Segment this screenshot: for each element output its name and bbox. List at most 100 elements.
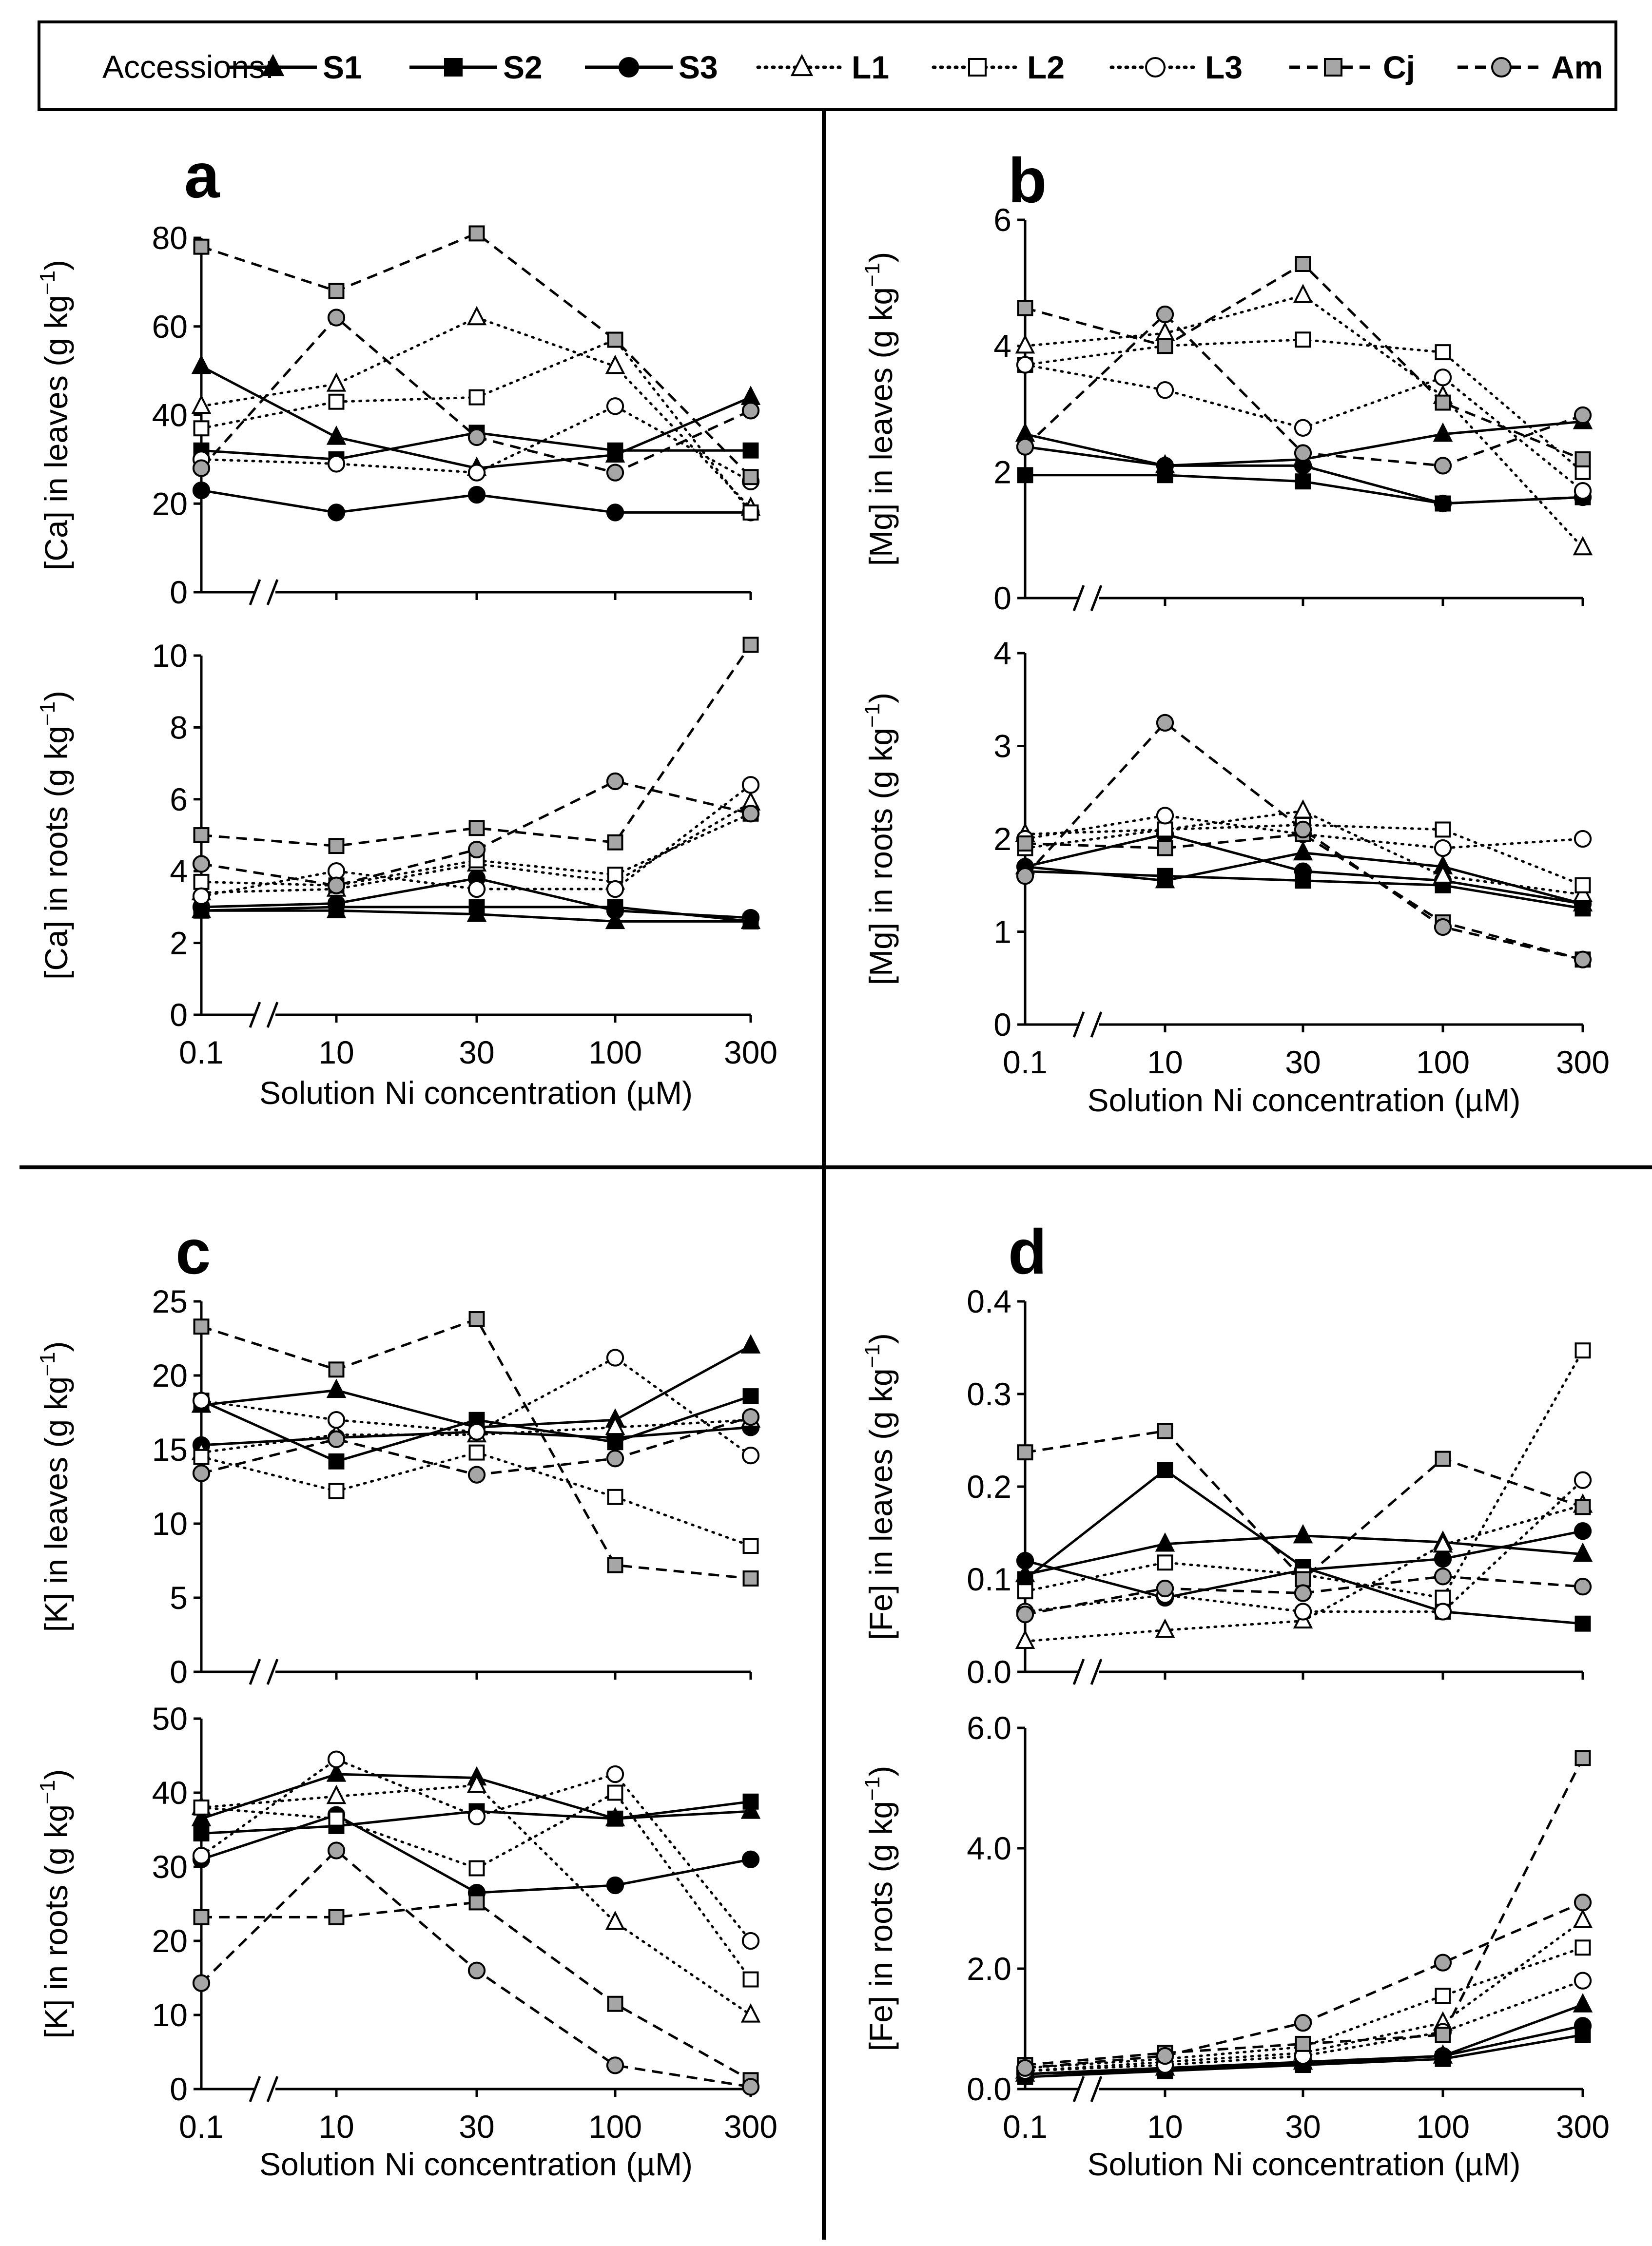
legend-label-am: Am bbox=[1551, 49, 1603, 85]
legend-label-s2: S2 bbox=[503, 49, 543, 85]
plot-c-leaves-point-l3-2 bbox=[467, 1423, 486, 1441]
plot-b-leaves-point-s3-3 bbox=[1434, 494, 1452, 513]
plot-b-roots-series-cj-line bbox=[1025, 833, 1583, 961]
plot-c-roots-point-s1-1 bbox=[326, 1762, 347, 1782]
legend-entry-s2: S2 bbox=[409, 49, 543, 85]
legend-marker-l1 bbox=[790, 54, 814, 77]
plot-b-roots-point-am-1 bbox=[1156, 714, 1174, 732]
plot-c-roots-y-axis-label: [K] in roots (g kg−1) bbox=[36, 1769, 74, 2039]
plot-c-leaves-y-tick-label: 5 bbox=[170, 1580, 188, 1616]
plot-c-leaves-point-s2-1 bbox=[328, 1453, 345, 1470]
plot-d-roots-point-l3-4 bbox=[1574, 1972, 1592, 1990]
plot-d-leaves-point-s2-4 bbox=[1574, 1615, 1591, 1632]
plot-c-leaves-axis-break bbox=[249, 1659, 261, 1685]
plot-c-leaves-point-am-0 bbox=[192, 1464, 211, 1482]
plot-a-leaves-point-s2-4 bbox=[742, 442, 759, 459]
plot-a-roots-x-tick-label: 100 bbox=[588, 1034, 642, 1070]
plot-a-leaves-point-l3-2 bbox=[467, 464, 486, 482]
plot-c-roots-x-tick-label: 0.1 bbox=[179, 2109, 224, 2145]
plot-c-leaves-point-l3-3 bbox=[606, 1349, 624, 1367]
plot-c-roots-series-l3-line bbox=[200, 1758, 752, 1942]
plot-a-roots-point-l3-3 bbox=[606, 880, 624, 898]
plot-a-roots-x-tick-label: 30 bbox=[459, 1034, 494, 1070]
plot-d-leaves-y-axis-label: [Fe] in leaves (g kg−1) bbox=[860, 1333, 899, 1640]
legend-marker-s3 bbox=[619, 57, 639, 77]
plot-c-leaves-y-tick-label: 0 bbox=[170, 1654, 188, 1690]
plot-b-roots-x-tick-label: 300 bbox=[1556, 1044, 1610, 1080]
plot-b-roots-point-cj-1 bbox=[1157, 840, 1173, 856]
plot-d-roots-y-label-end: ) bbox=[863, 1766, 899, 1777]
legend-entry-l3: L3 bbox=[1109, 49, 1243, 85]
plot-a-leaves-point-l1-0 bbox=[191, 394, 212, 414]
plot-a-roots-y-label-sup: −1 bbox=[36, 701, 59, 726]
plot-b-roots-point-am-3 bbox=[1434, 918, 1452, 936]
plot-a-leaves-point-l2-1 bbox=[328, 393, 345, 410]
panel-label-c: c bbox=[175, 1216, 211, 1287]
legend-label-l2: L2 bbox=[1027, 49, 1065, 85]
plot-d-leaves-point-l1-3 bbox=[1433, 1533, 1453, 1553]
plot-a-leaves-point-s1-4 bbox=[740, 386, 761, 405]
plot-a-roots-point-cj-1 bbox=[328, 838, 345, 854]
plot-c-leaves-point-l2-0 bbox=[193, 1449, 210, 1465]
plot-d-roots-point-am-0 bbox=[1016, 2059, 1034, 2077]
plot-a-roots-y-axis-label: [Ca] in roots (g kg−1) bbox=[36, 691, 74, 980]
plot-a-roots-point-am-1 bbox=[327, 876, 346, 894]
plot-a-roots-point-l3-4 bbox=[741, 776, 760, 794]
plot-c-roots-point-cj-3 bbox=[607, 1995, 623, 2012]
plot-a-roots-point-l2-0 bbox=[193, 873, 210, 890]
plot-a-leaves-point-l1-1 bbox=[326, 372, 347, 392]
plot-d-leaves-point-l2-4 bbox=[1574, 1342, 1591, 1359]
plot-b-leaves-y-tick-label: 6 bbox=[993, 202, 1011, 238]
plot-c-leaves-point-l3-4 bbox=[741, 1447, 760, 1465]
plot-c-leaves-point-l3-1 bbox=[327, 1411, 346, 1429]
plot-d-leaves-point-cj-0 bbox=[1017, 1444, 1033, 1461]
plot-a-leaves-series-cj-line bbox=[201, 232, 752, 478]
legend-entry-l2: L2 bbox=[932, 49, 1065, 85]
plot-c-roots-y-label-main: [K] in roots (g kg bbox=[38, 1804, 74, 2039]
plot-c-roots-x-tick-label: 10 bbox=[318, 2109, 354, 2145]
plot-d-leaves-point-l2-1 bbox=[1157, 1554, 1173, 1571]
plot-a-leaves-point-l3-1 bbox=[327, 455, 346, 473]
plot-c-leaves-point-l2-1 bbox=[328, 1483, 345, 1499]
plot-b-leaves-y-axis-label: [Mg] in leaves (g kg−1) bbox=[860, 252, 899, 566]
plot-b-leaves-point-l2-2 bbox=[1295, 331, 1311, 348]
plot-c-roots-point-l1-2 bbox=[466, 1773, 487, 1793]
plot-b-roots-point-am-4 bbox=[1574, 950, 1592, 968]
plot-c-leaves-point-s2-4 bbox=[742, 1388, 759, 1405]
plot-d-roots-point-l1-4 bbox=[1573, 1909, 1593, 1928]
plot-d-roots-series-cj-line bbox=[1025, 1757, 1584, 2067]
plot-a-leaves-y-axis-label: [Ca] in leaves (g kg−1) bbox=[36, 260, 74, 570]
plot-c-leaves-series-l1-line bbox=[200, 1418, 752, 1454]
plot-a-leaves-point-l2-2 bbox=[468, 389, 485, 406]
plot-c-leaves-point-cj-4 bbox=[742, 1570, 759, 1587]
plot-a-roots-y-label-main: [Ca] in roots (g kg bbox=[38, 726, 74, 980]
plot-c-roots-point-l2-3 bbox=[607, 1784, 623, 1801]
plot-d-leaves-point-s1-2 bbox=[1293, 1524, 1313, 1544]
plot-d-roots-point-s3-3 bbox=[1434, 2047, 1452, 2065]
plot-b-roots-point-l2-1 bbox=[1157, 821, 1173, 838]
plot-c-roots-y-tick-label: 10 bbox=[152, 1997, 188, 2033]
plot-d-leaves-y-label-main: [Fe] in leaves (g kg bbox=[863, 1368, 899, 1640]
plot-d-leaves-point-l3-3 bbox=[1434, 1603, 1452, 1621]
legend-entry-am: Am bbox=[1458, 49, 1603, 85]
plot-d-roots-point-cj-2 bbox=[1295, 2035, 1311, 2052]
plot-d-leaves-point-s1-4 bbox=[1573, 1542, 1593, 1562]
plot-b-roots-y-label-main: [Mg] in roots (g kg bbox=[863, 728, 899, 985]
plot-a-roots-x-axis-label: Solution Ni concentration (µM) bbox=[259, 1075, 693, 1111]
plot-c-roots-point-cj-0 bbox=[193, 1909, 210, 1925]
plot-b-roots-y-tick-label: 1 bbox=[993, 914, 1011, 950]
plot-c-leaves-y-tick-label: 15 bbox=[152, 1432, 188, 1468]
plot-d-roots-point-am-3 bbox=[1434, 1954, 1452, 1972]
plot-b-leaves-point-l3-4 bbox=[1574, 482, 1592, 500]
plot-b-leaves-point-am-1 bbox=[1156, 305, 1174, 324]
plot-d-roots-point-am-4 bbox=[1574, 1894, 1592, 1912]
plot-a-leaves-point-s1-1 bbox=[326, 425, 347, 445]
plot-d-leaves-axis-break bbox=[1072, 1659, 1085, 1685]
plot-b-leaves-point-am-3 bbox=[1434, 457, 1452, 475]
plot-c-leaves-y-tick-label: 20 bbox=[152, 1357, 188, 1394]
plot-b-leaves-point-l3-3 bbox=[1434, 368, 1452, 387]
plot-a-roots-axis-break bbox=[249, 1002, 261, 1028]
plot-a-roots-point-cj-4 bbox=[742, 637, 759, 653]
plot-c-leaves-point-cj-2 bbox=[468, 1311, 485, 1327]
